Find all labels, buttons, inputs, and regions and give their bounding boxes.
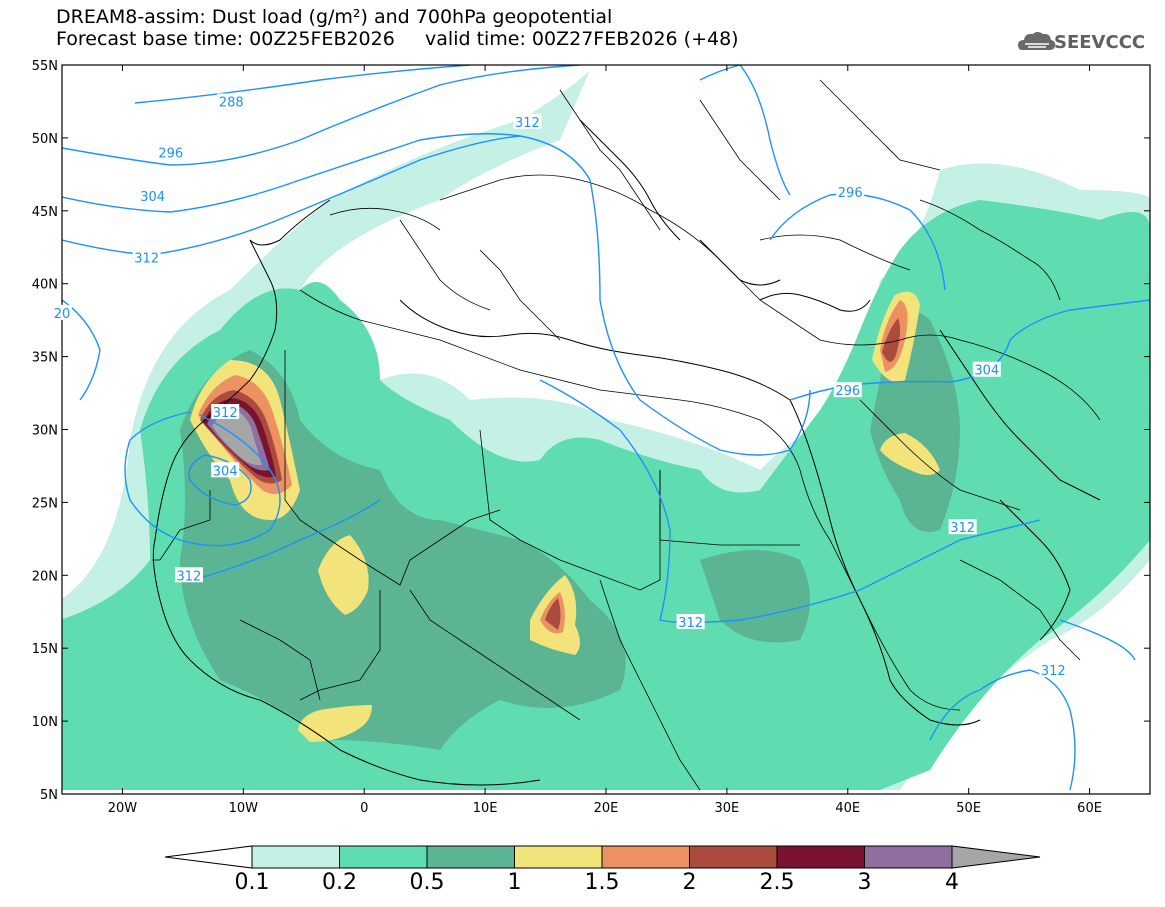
contour-label-bg (513, 113, 542, 129)
lon-tick-label: 20E (594, 801, 619, 816)
map-title: DREAM8-assim: Dust load (g/m²) and 700hP… (56, 6, 613, 28)
dust-band-1-iraq (880, 433, 940, 475)
contour-label: 288 (219, 95, 244, 110)
colorbar-label: 4 (945, 870, 959, 895)
colorbar-label: 0.2 (322, 870, 357, 895)
lat-tick-label: 50N (32, 132, 58, 147)
lat-tick-label: 5N (40, 788, 58, 803)
contour-label-bg (132, 249, 161, 265)
lat-tick-label: 30N (32, 424, 58, 439)
contour-label-bg (833, 382, 862, 398)
contour-label-bg (211, 404, 240, 420)
lon-tick-label: 30E (715, 801, 740, 816)
country-borders (152, 79, 1101, 791)
lat-tick-label: 15N (32, 642, 58, 657)
contour-label: 304 (140, 190, 165, 205)
forecast-time-subtitle: Forecast base time: 00Z25FEB2026 valid t… (56, 28, 739, 50)
lon-tick-label: 40E (835, 801, 860, 816)
contour-label-bg (156, 144, 185, 160)
lat-tick-label: 45N (32, 205, 58, 220)
lon-tick-label: 50E (956, 801, 981, 816)
colorbar-label: 1.5 (584, 870, 620, 895)
contour-label-bg (217, 93, 246, 109)
contour-label-bg (972, 361, 1001, 377)
colorbar-label: 0.1 (234, 870, 270, 895)
contour-label: 312 (515, 116, 540, 131)
contour-label: 312 (950, 521, 975, 536)
dust-band-1-sahara (318, 535, 369, 615)
lat-tick-label: 25N (32, 496, 58, 511)
contour-label-bg (836, 183, 865, 199)
lon-tick-label: 20W (108, 801, 138, 816)
seevccc-logo (1018, 32, 1056, 50)
contour-labels-layer: 288 296 304 312 20 312 304 312 312 296 296 304 312 31… (52, 93, 1068, 679)
lon-tick-label: 0 (360, 801, 368, 816)
logo-text: SEEVCCC (1054, 32, 1146, 53)
lat-tick-label: 40N (32, 278, 58, 293)
contour-label: 296 (835, 384, 860, 399)
colorbar-label: 2.5 (759, 870, 795, 895)
contour-label-bg (676, 613, 705, 629)
lat-tick-label: 10N (32, 715, 58, 730)
cloud-icon (1018, 32, 1056, 50)
contour-label-bg (948, 519, 977, 535)
contour-label-bg (1039, 662, 1068, 678)
geopotential-contours (62, 65, 1150, 791)
dust-band-0.5-sahel (700, 550, 810, 643)
contour-label: 312 (1041, 664, 1066, 679)
contour-label-bg (138, 188, 167, 204)
contour-label: 312 (678, 616, 703, 631)
colorbar-label: 2 (682, 870, 697, 895)
contour-label: 296 (838, 186, 863, 201)
contour-label-bg (174, 567, 203, 583)
lon-tick-label: 10W (229, 801, 259, 816)
contour-label: 312 (177, 569, 202, 584)
dust-fill-layer (62, 70, 1150, 790)
lat-tick-label: 20N (32, 569, 58, 584)
contour-label: 312 (213, 406, 238, 421)
dust-band-2-iraq (882, 318, 901, 362)
colorbar-label: 3 (857, 870, 872, 895)
contour-label-bg (52, 304, 72, 320)
lat-tick-label: 55N (32, 59, 58, 74)
colorbar-label: 1 (507, 870, 522, 895)
contour-label: 20 (54, 307, 71, 322)
lon-tick-label: 10E (473, 801, 498, 816)
contour-label: 296 (158, 146, 183, 161)
dust-band-2-chad (545, 598, 561, 630)
colorbar-label: 0.5 (409, 870, 445, 895)
lon-tick-label: 60E (1077, 801, 1102, 816)
axis-ticks: 20W 10W 0 10E 20E 30E 40E 50E 60E 5N 10N 15N 20N 25N 3… (32, 59, 1150, 816)
contour-label-bg (211, 462, 240, 478)
contour-label: 304 (213, 464, 238, 479)
lat-tick-label: 35N (32, 351, 58, 366)
contour-label: 312 (134, 251, 159, 266)
contour-label: 304 (974, 364, 999, 379)
